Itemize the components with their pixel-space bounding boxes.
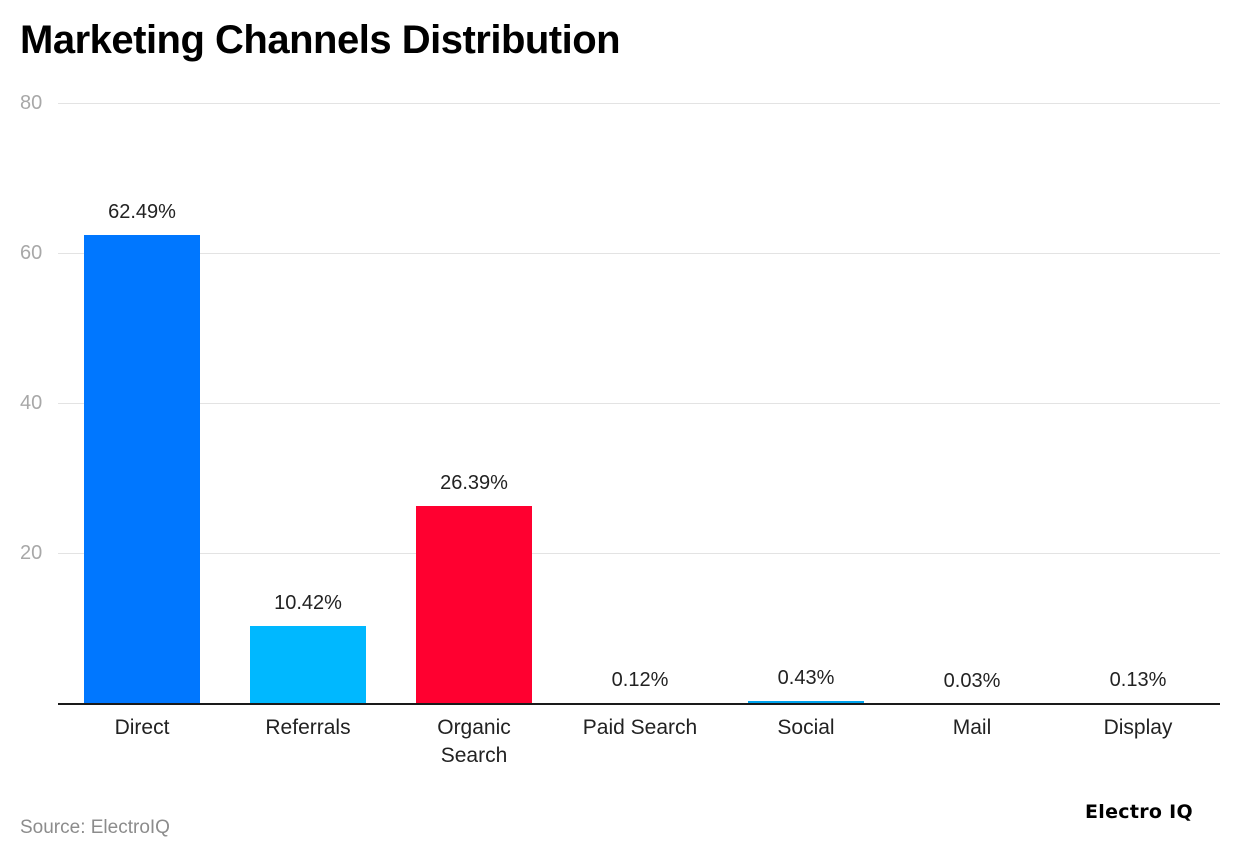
bar-value-label: 26.39% (440, 472, 508, 495)
gridline-60 (58, 253, 1220, 254)
bar-value-label: 62.49% (108, 201, 176, 224)
bar-organic-search (416, 506, 532, 704)
gridline-80 (58, 103, 1220, 104)
x-axis-label: Direct (114, 716, 170, 739)
bar-referrals (250, 625, 366, 704)
x-axis-label: Paid Search (582, 716, 698, 739)
gridline-40 (58, 403, 1220, 404)
bar-direct (84, 235, 200, 704)
chart-title: Marketing Channels Distribution (20, 18, 621, 62)
x-axis-baseline (58, 703, 1220, 705)
x-axis-label: Referrals (265, 716, 351, 739)
source-note: Source: ElectroIQ (20, 817, 170, 838)
brand-logo: Electro IQ (1085, 801, 1193, 823)
x-axis-label: Display (1103, 716, 1173, 739)
bar-value-label: 0.03% (943, 669, 1001, 692)
x-axis-label: Mail (952, 716, 992, 739)
y-tick-60: 60 (20, 242, 43, 264)
x-axis-label: Organic Search (437, 716, 511, 767)
bar-value-label: 0.13% (1109, 669, 1167, 692)
bar-social (748, 700, 864, 704)
bar-value-label: 0.43% (777, 666, 835, 689)
y-tick-20: 20 (20, 542, 43, 564)
y-tick-80: 80 (20, 92, 43, 114)
gridline-20 (58, 553, 1220, 554)
y-tick-40: 40 (20, 392, 43, 414)
bar-value-label: 0.12% (611, 669, 669, 692)
bar-value-label: 10.42% (274, 591, 342, 614)
x-axis-label: Social (777, 716, 835, 739)
